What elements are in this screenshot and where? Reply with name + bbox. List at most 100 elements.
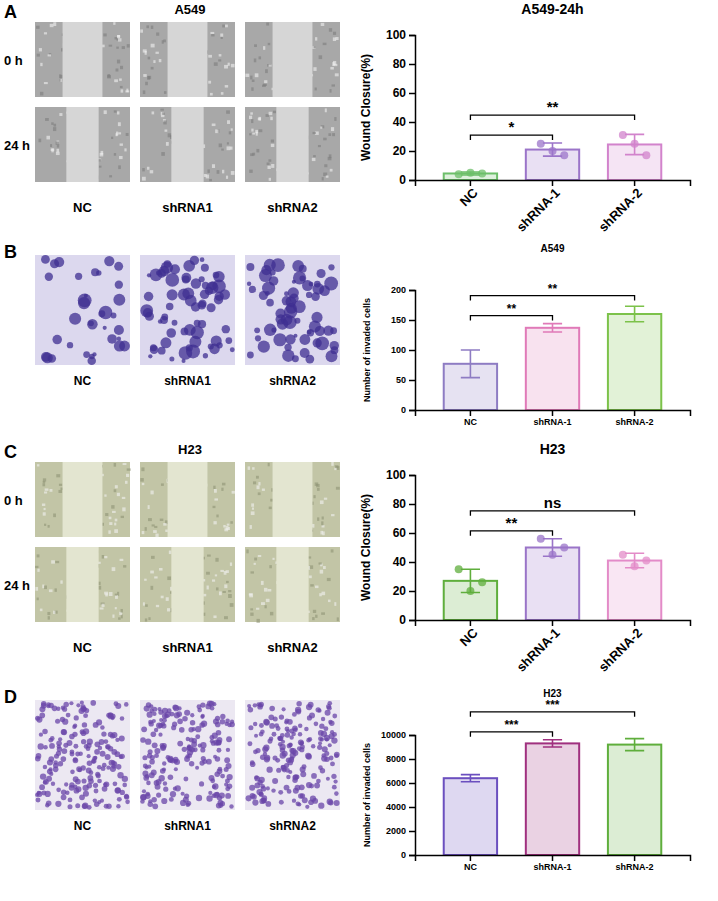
- image-texture: [331, 514, 334, 516]
- stained-cell: [49, 743, 55, 749]
- stained-cell: [300, 793, 305, 798]
- stained-cell: [269, 706, 275, 712]
- stained-cell: [198, 320, 206, 328]
- data-point: [560, 151, 568, 159]
- image-texture: [331, 462, 333, 466]
- stained-cell: [285, 768, 290, 773]
- stained-cell: [212, 785, 216, 789]
- stained-cell: [150, 268, 163, 281]
- stained-cell: [278, 790, 283, 795]
- image-texture: [219, 54, 222, 56]
- image-texture: [250, 608, 253, 610]
- stained-cell: [322, 746, 328, 752]
- image-texture: [154, 576, 157, 578]
- stained-cell: [83, 728, 89, 734]
- tick-label: shRNA-2: [616, 862, 654, 872]
- stained-cell: [298, 723, 302, 727]
- stained-cell: [226, 736, 232, 742]
- wound-gap: [276, 547, 308, 622]
- image-texture: [207, 169, 209, 173]
- stained-cell: [177, 741, 183, 747]
- row-label: 0 h: [4, 53, 23, 68]
- image-texture: [167, 608, 170, 611]
- stained-cell: [140, 737, 146, 743]
- image-texture: [208, 55, 212, 58]
- tick-label: 0: [401, 850, 406, 860]
- image-texture: [163, 523, 166, 526]
- stained-cell: [306, 754, 312, 760]
- data-point: [466, 169, 474, 177]
- stained-cell: [334, 753, 339, 758]
- stained-cell: [100, 799, 104, 803]
- stained-cell: [144, 292, 153, 301]
- image-texture: [213, 521, 216, 524]
- stained-cell: [326, 777, 330, 781]
- stained-cell: [224, 757, 230, 763]
- image-texture: [156, 605, 159, 607]
- tick-mark: [470, 855, 472, 861]
- stained-cell: [61, 756, 67, 762]
- image-background: [35, 462, 130, 537]
- stained-cell: [68, 798, 73, 803]
- image-texture: [148, 505, 150, 509]
- tick-label: 100: [386, 28, 406, 42]
- image-texture: [206, 572, 210, 575]
- stained-cell: [220, 714, 225, 719]
- stained-cell: [269, 736, 274, 741]
- image-texture: [210, 32, 214, 34]
- stained-cell: [117, 772, 123, 778]
- image-texture: [49, 589, 53, 592]
- image-texture: [317, 488, 320, 491]
- image-background: [35, 700, 130, 810]
- image-texture: [223, 525, 225, 528]
- image-texture: [104, 110, 107, 114]
- stained-cell: [161, 798, 167, 804]
- stained-cell: [55, 719, 60, 724]
- image-texture: [217, 170, 220, 174]
- image-label: NC: [73, 640, 92, 655]
- micrograph: [35, 107, 130, 182]
- y-axis: 0200040006000800010000: [381, 730, 416, 860]
- image-texture: [256, 485, 259, 489]
- image-texture: [148, 617, 150, 620]
- error-bar: [543, 740, 562, 747]
- image-texture: [250, 525, 252, 529]
- stained-cell: [246, 795, 252, 801]
- stained-cell: [200, 257, 205, 262]
- error-bar: [461, 775, 480, 782]
- stained-cell: [282, 707, 286, 711]
- stained-cell: [248, 725, 253, 730]
- data-point: [619, 551, 627, 559]
- wound-gap: [63, 22, 103, 97]
- stained-cell: [304, 727, 309, 732]
- stained-cell: [331, 346, 339, 354]
- stained-cell: [81, 778, 86, 783]
- stained-cell: [264, 719, 270, 725]
- image-texture: [207, 586, 209, 590]
- micrograph: [140, 22, 235, 97]
- image-texture: [266, 23, 269, 26]
- tick-mark: [409, 151, 415, 153]
- image-texture: [112, 567, 116, 571]
- stained-cell: [65, 790, 69, 794]
- image-background: [35, 255, 130, 365]
- data-point: [537, 140, 545, 148]
- image-texture: [210, 93, 213, 96]
- stained-cell: [53, 767, 59, 773]
- tick-mark: [409, 290, 415, 292]
- stained-cell: [114, 340, 125, 351]
- image-texture: [264, 588, 267, 592]
- image-texture: [113, 22, 115, 25]
- stained-cell: [124, 794, 129, 799]
- image-texture: [211, 34, 214, 36]
- image-texture: [162, 112, 165, 115]
- tick-mark: [409, 783, 415, 785]
- stained-cell: [292, 280, 296, 284]
- image-texture: [48, 525, 50, 528]
- micrograph: [35, 22, 130, 97]
- wound-gap: [66, 107, 98, 182]
- stained-cell: [182, 747, 187, 752]
- stained-cell: [217, 342, 223, 348]
- image-texture: [40, 92, 43, 96]
- stained-cell: [48, 738, 53, 743]
